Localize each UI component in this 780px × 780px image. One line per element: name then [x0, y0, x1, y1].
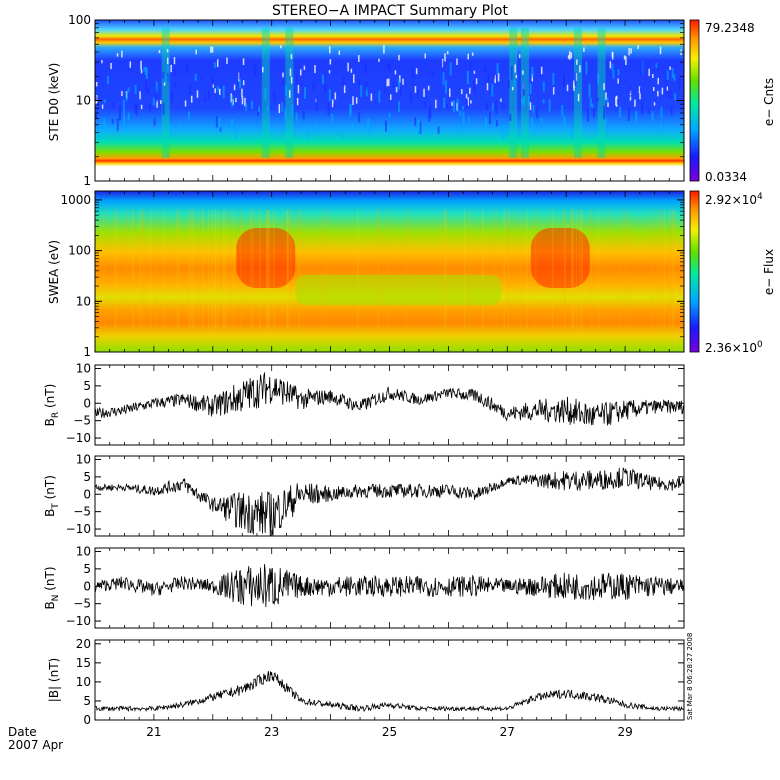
y-tick-label: 5 — [83, 562, 91, 576]
swea-colorbar-min: 2.36×100 — [705, 340, 763, 355]
ste-colorbar-max: 79.2348 — [705, 21, 755, 35]
bmag-ylabel: |B| (nT) — [47, 658, 61, 702]
y-tick-label: −10 — [66, 522, 91, 536]
swea-y-ticks: 1 10 100 1000 — [60, 193, 684, 359]
y-tick-label: 10 — [76, 294, 91, 308]
y-tick-label: 10 — [76, 94, 91, 108]
swea-colorbar — [689, 190, 700, 353]
bn-ylabel: BN (nT) — [43, 566, 61, 609]
ste-spectrogram — [95, 20, 684, 181]
bt-ylabel: BT (nT) — [43, 475, 61, 517]
date-value: 2007 Apr — [8, 738, 63, 752]
x-tick-label: 23 — [264, 725, 279, 739]
swea-colorbar-label: e− Flux — [762, 249, 776, 295]
y-tick-label: 5 — [83, 379, 91, 393]
y-tick-label: 10 — [76, 675, 91, 689]
br-panel: 10 5 0 −5 −10 BR (nT) — [43, 361, 685, 446]
y-tick-label: 1 — [83, 345, 91, 359]
y-tick-label: 5 — [83, 694, 91, 708]
bt-series-line — [95, 467, 684, 536]
ste-ylabel: STE D0 (keV) — [47, 63, 61, 142]
y-tick-label: −5 — [73, 414, 91, 428]
x-tick-label: 21 — [146, 725, 161, 739]
swea-panel: 1 10 100 1000 SWEA (eV) 2.92×104 2.36×100 e… — [47, 190, 776, 359]
br-series-line — [95, 372, 684, 426]
ste-features — [95, 28, 682, 158]
ste-y-ticks: 1 10 100 — [68, 13, 684, 188]
x-tick-label: 29 — [617, 725, 632, 739]
y-tick-label: 1 — [83, 174, 91, 188]
swea-colorbar-max: 2.92×104 — [705, 192, 763, 207]
y-tick-label: 100 — [68, 244, 91, 258]
y-tick-label: −5 — [73, 505, 91, 519]
bmag-series-line — [95, 671, 684, 713]
br-ylabel: BR (nT) — [43, 384, 61, 427]
ste-panel: 1 10 100 STE D0 (keV) 79.2348 0.0334 e− Cn… — [47, 13, 776, 188]
x-tick-label: 25 — [382, 725, 397, 739]
generation-timestamp: Sat Mar 8 06:28:27 2008 — [686, 633, 694, 720]
ste-colorbar-min: 0.0334 — [705, 170, 747, 184]
y-tick-label: 0 — [83, 487, 91, 501]
y-tick-label: 15 — [76, 656, 91, 670]
bmag-panel: 20 15 10 5 0 |B| (nT) — [47, 637, 685, 727]
y-tick-label: 10 — [76, 544, 91, 558]
swea-spectrogram — [95, 191, 684, 352]
y-tick-label: 10 — [76, 361, 91, 375]
y-tick-label: −10 — [66, 431, 91, 445]
bn-series-line — [95, 564, 684, 608]
plot-title: STEREO−A IMPACT Summary Plot — [272, 3, 509, 19]
y-tick-label: 100 — [68, 13, 91, 27]
x-tick-labels: 21 23 25 27 29 — [146, 725, 632, 739]
swea-features — [103, 210, 675, 330]
bt-panel: 10 5 0 −5 −10 BT (nT) — [43, 452, 685, 537]
ste-colorbar-label: e− Cnts — [762, 78, 776, 126]
date-label: Date — [8, 725, 37, 739]
y-tick-label: 0 — [83, 579, 91, 593]
swea-ylabel: SWEA (eV) — [47, 240, 61, 304]
y-tick-label: −10 — [66, 614, 91, 628]
y-tick-label: 5 — [83, 470, 91, 484]
y-tick-label: 1000 — [60, 193, 91, 207]
x-tick-label: 27 — [500, 725, 515, 739]
y-tick-label: −5 — [73, 597, 91, 611]
y-tick-label: 0 — [83, 713, 91, 727]
y-tick-label: 20 — [76, 637, 91, 651]
y-tick-label: 10 — [76, 452, 91, 466]
ste-colorbar — [689, 19, 700, 182]
bn-panel: 10 5 0 −5 −10 BN (nT) — [43, 544, 685, 629]
y-tick-label: 0 — [83, 396, 91, 410]
